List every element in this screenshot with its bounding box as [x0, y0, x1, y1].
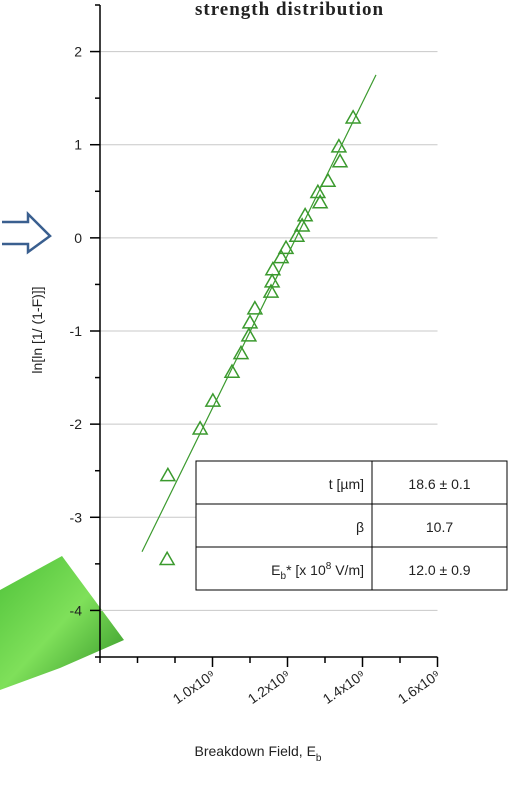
x-axis-label-main: Breakdown Field, E — [195, 743, 316, 759]
x-tick-label: 1.2x10⁹ — [245, 666, 294, 707]
arrow — [2, 214, 50, 252]
data-point — [321, 174, 335, 186]
table-value: 18.6 ± 0.1 — [408, 476, 470, 492]
surface-image — [0, 556, 124, 690]
chart: strength distribution ln[ln [1/ (1-F)]] … — [0, 0, 516, 785]
data-point — [206, 394, 220, 406]
x-axis-label: Breakdown Field, Eb — [195, 743, 322, 764]
table-label-part: V/m] — [331, 562, 364, 578]
y-tick-label: 1 — [74, 137, 82, 153]
y-tick-label: -4 — [70, 602, 83, 618]
data-point — [234, 346, 248, 358]
data-point — [333, 154, 347, 166]
title: strength distribution — [195, 0, 384, 20]
table-label-part: β — [356, 519, 364, 535]
data-point — [225, 365, 239, 377]
x-tick-label: 1.0x10⁹ — [170, 666, 219, 707]
x-tick-label: 1.4x10⁹ — [320, 666, 369, 707]
y-tick-label: 0 — [74, 230, 82, 246]
table-value: 12.0 ± 0.9 — [408, 562, 470, 578]
y-tick-label: 2 — [74, 44, 82, 60]
table-label: t [µm] — [329, 476, 364, 492]
y-tick-label: -2 — [70, 416, 83, 432]
table-label-part: t [µm] — [329, 476, 364, 492]
page: strength distribution ln[ln [1/ (1-F)]] … — [0, 0, 516, 785]
table-label: β — [356, 519, 364, 535]
x-tick-label: 1.6x10⁹ — [395, 666, 444, 707]
data-point — [160, 552, 174, 564]
data-point — [161, 468, 175, 480]
data-point — [266, 263, 280, 275]
y-tick-label: -1 — [70, 323, 83, 339]
table-value: 10.7 — [426, 519, 453, 535]
y-tick-label: -3 — [70, 509, 83, 525]
table-label-part: E — [271, 562, 280, 578]
data-point — [274, 250, 288, 262]
y-axis-label: ln[ln [1/ (1-F)]] — [29, 286, 45, 373]
data-point — [311, 185, 325, 197]
table-label-part: * [x 10 — [286, 562, 326, 578]
x-axis-label-sub: b — [316, 753, 322, 764]
